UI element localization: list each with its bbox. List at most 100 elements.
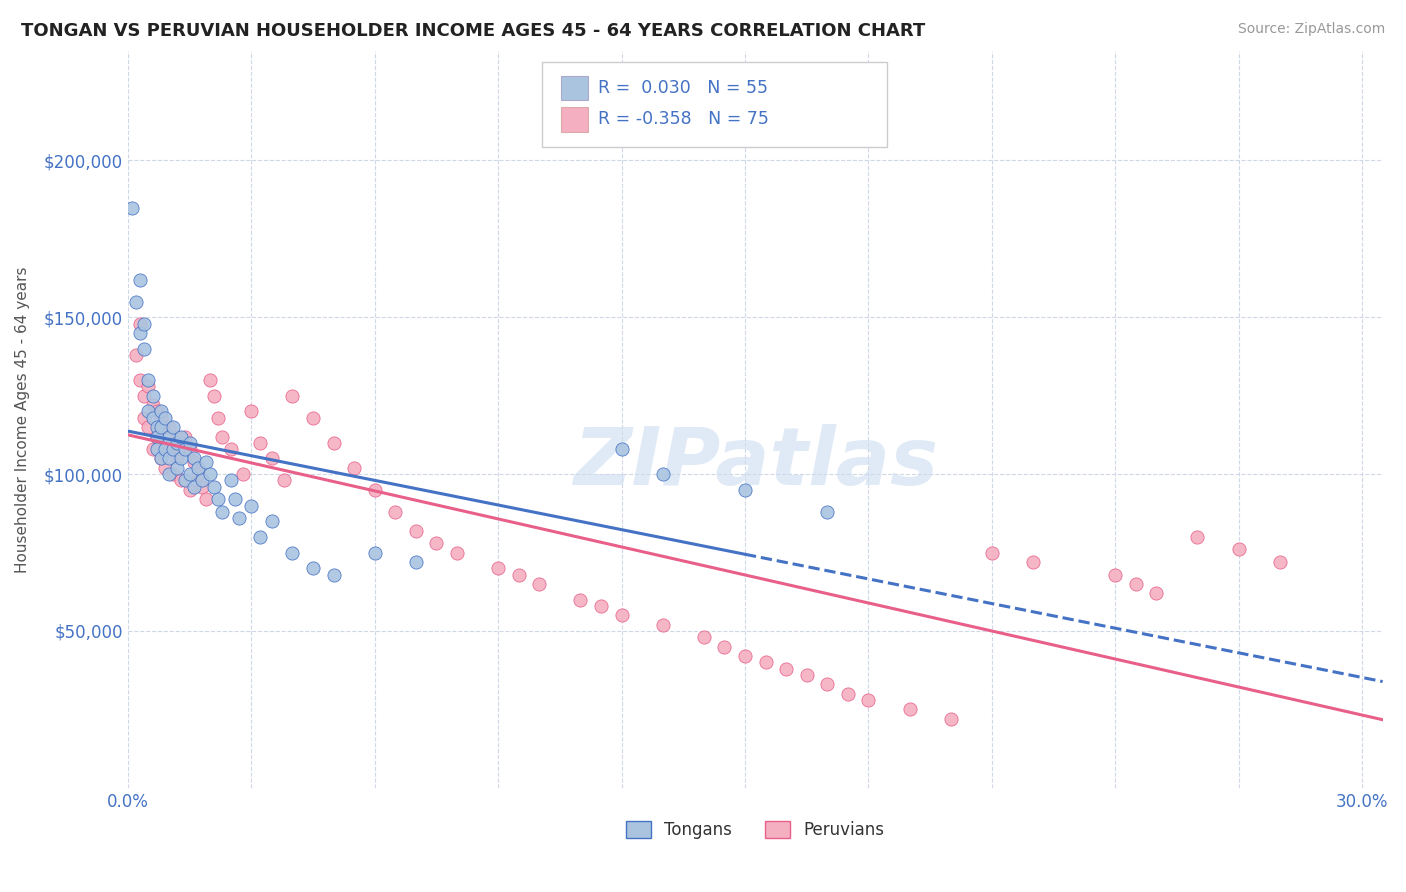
Point bbox=[153, 461, 176, 475]
Point bbox=[162, 420, 184, 434]
Point bbox=[610, 442, 633, 456]
Point bbox=[224, 492, 246, 507]
FancyBboxPatch shape bbox=[561, 76, 588, 100]
Point bbox=[187, 461, 209, 475]
Point bbox=[183, 480, 205, 494]
Point bbox=[281, 545, 304, 559]
FancyBboxPatch shape bbox=[561, 107, 588, 132]
Point bbox=[1227, 542, 1250, 557]
Point bbox=[174, 474, 197, 488]
Point bbox=[281, 389, 304, 403]
Point bbox=[260, 514, 283, 528]
Point bbox=[166, 435, 188, 450]
Point bbox=[207, 410, 229, 425]
Point bbox=[134, 410, 156, 425]
Point bbox=[405, 524, 427, 538]
Point bbox=[364, 545, 387, 559]
Point bbox=[260, 451, 283, 466]
Point bbox=[170, 451, 193, 466]
Point bbox=[610, 608, 633, 623]
FancyBboxPatch shape bbox=[541, 62, 887, 146]
Point bbox=[837, 687, 859, 701]
Point bbox=[211, 429, 233, 443]
Point bbox=[162, 442, 184, 456]
Point bbox=[249, 435, 271, 450]
Point bbox=[858, 693, 880, 707]
Point bbox=[425, 536, 447, 550]
Point bbox=[183, 454, 205, 468]
Point bbox=[384, 505, 406, 519]
Point bbox=[240, 404, 263, 418]
Point bbox=[939, 712, 962, 726]
Point bbox=[775, 662, 797, 676]
Point bbox=[153, 410, 176, 425]
Point bbox=[162, 435, 184, 450]
Point bbox=[129, 273, 152, 287]
Point bbox=[129, 317, 152, 331]
Point bbox=[134, 317, 156, 331]
Y-axis label: Householder Income Ages 45 - 64 years: Householder Income Ages 45 - 64 years bbox=[15, 266, 30, 573]
Point bbox=[170, 442, 193, 456]
Point bbox=[157, 429, 180, 443]
Point bbox=[1187, 530, 1209, 544]
Point bbox=[138, 420, 160, 434]
Point bbox=[179, 435, 201, 450]
Point bbox=[174, 429, 197, 443]
Point bbox=[1268, 555, 1291, 569]
Point bbox=[195, 454, 218, 468]
Point bbox=[446, 545, 468, 559]
Point bbox=[149, 404, 172, 418]
Point bbox=[142, 389, 165, 403]
Point bbox=[191, 480, 214, 494]
Point bbox=[195, 492, 218, 507]
Point bbox=[796, 668, 818, 682]
Legend: Tongans, Peruvians: Tongans, Peruvians bbox=[619, 814, 891, 846]
Point bbox=[219, 474, 242, 488]
Point bbox=[166, 451, 188, 466]
Point bbox=[162, 467, 184, 482]
Point bbox=[179, 483, 201, 497]
Point bbox=[486, 561, 509, 575]
Point bbox=[138, 379, 160, 393]
Point bbox=[145, 429, 167, 443]
Point bbox=[343, 461, 366, 475]
Point bbox=[187, 467, 209, 482]
Point bbox=[149, 410, 172, 425]
Point bbox=[198, 467, 221, 482]
Point bbox=[142, 442, 165, 456]
Point bbox=[322, 567, 344, 582]
Point bbox=[183, 451, 205, 466]
Text: R = -0.358   N = 75: R = -0.358 N = 75 bbox=[599, 111, 769, 128]
Point bbox=[569, 592, 592, 607]
Point bbox=[166, 461, 188, 475]
Point bbox=[405, 555, 427, 569]
Point bbox=[232, 467, 254, 482]
Point bbox=[149, 451, 172, 466]
Point bbox=[170, 474, 193, 488]
Point bbox=[713, 640, 735, 654]
Point bbox=[322, 435, 344, 450]
Point bbox=[166, 429, 188, 443]
Point bbox=[211, 505, 233, 519]
Point bbox=[651, 617, 673, 632]
Point bbox=[125, 348, 148, 362]
Point bbox=[121, 201, 143, 215]
Point bbox=[191, 474, 214, 488]
Point bbox=[980, 545, 1002, 559]
Point bbox=[364, 483, 387, 497]
Point bbox=[302, 561, 325, 575]
Point bbox=[153, 420, 176, 434]
Point bbox=[179, 442, 201, 456]
Point bbox=[138, 373, 160, 387]
Text: R =  0.030   N = 55: R = 0.030 N = 55 bbox=[599, 78, 769, 96]
Point bbox=[145, 429, 167, 443]
Point bbox=[693, 630, 716, 644]
Point bbox=[302, 410, 325, 425]
Point bbox=[145, 442, 167, 456]
Point bbox=[228, 511, 250, 525]
Point bbox=[157, 420, 180, 434]
Point bbox=[157, 442, 180, 456]
Point bbox=[1104, 567, 1126, 582]
Point bbox=[815, 505, 838, 519]
Point bbox=[153, 442, 176, 456]
